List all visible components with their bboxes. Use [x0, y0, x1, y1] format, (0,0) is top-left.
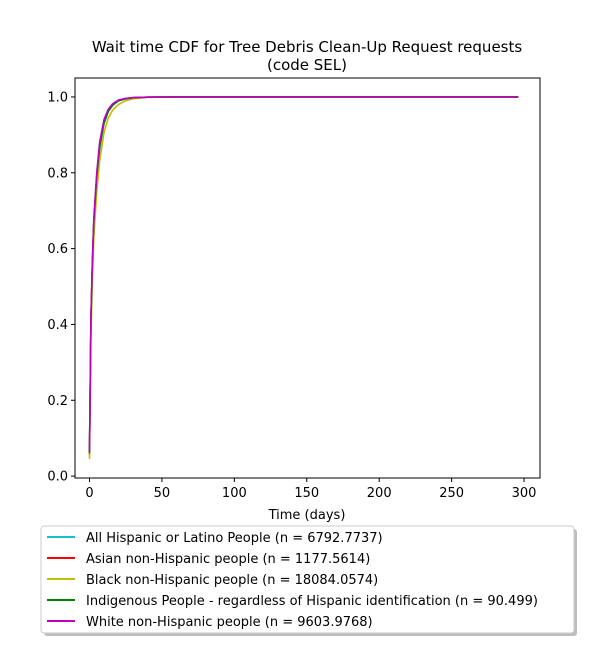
- y-tick-label: 0.8: [47, 166, 68, 181]
- x-tick-label: 300: [512, 486, 537, 501]
- legend: All Hispanic or Latino People (n = 6792.…: [40, 525, 577, 636]
- y-tick-label: 0.0: [47, 470, 68, 485]
- chart-title-line1: Wait time CDF for Tree Debris Clean-Up R…: [92, 38, 523, 56]
- x-tick-label: 250: [439, 486, 464, 501]
- x-tick-label: 150: [294, 486, 319, 501]
- plot-area: [74, 77, 541, 479]
- legend-label-5: White non-Hispanic people (n = 9603.9768…: [86, 615, 373, 630]
- y-tick-label: 0.4: [47, 318, 68, 333]
- y-axis: 0.0 0.2 0.4 0.6 0.8 1.0: [47, 90, 75, 485]
- x-axis-label: Time (days): [268, 508, 346, 523]
- legend-label-2: Asian non-Hispanic people (n = 1177.5614…: [86, 552, 370, 567]
- y-tick-label: 0.6: [47, 242, 68, 257]
- x-axis: 0 50 100 150 200 250 300: [85, 478, 536, 501]
- legend-entries: All Hispanic or Latino People (n = 6792.…: [47, 531, 538, 630]
- y-tick-label: 1.0: [47, 90, 68, 105]
- legend-label-1: All Hispanic or Latino People (n = 6792.…: [86, 531, 383, 546]
- x-tick-label: 0: [85, 486, 93, 501]
- series-layer: [88, 96, 519, 460]
- series-line-5: [88, 96, 519, 452]
- x-tick-label: 200: [367, 486, 392, 501]
- legend-label-4: Indigenous People - regardless of Hispan…: [86, 594, 538, 609]
- legend-label-3: Black non-Hispanic people (n = 18084.057…: [86, 573, 378, 588]
- legend-box: [40, 525, 575, 634]
- x-tick-label: 100: [222, 486, 247, 501]
- x-tick-label: 50: [154, 486, 171, 501]
- chart-title-line2: (code SEL): [267, 56, 347, 74]
- y-tick-label: 0.2: [47, 394, 68, 409]
